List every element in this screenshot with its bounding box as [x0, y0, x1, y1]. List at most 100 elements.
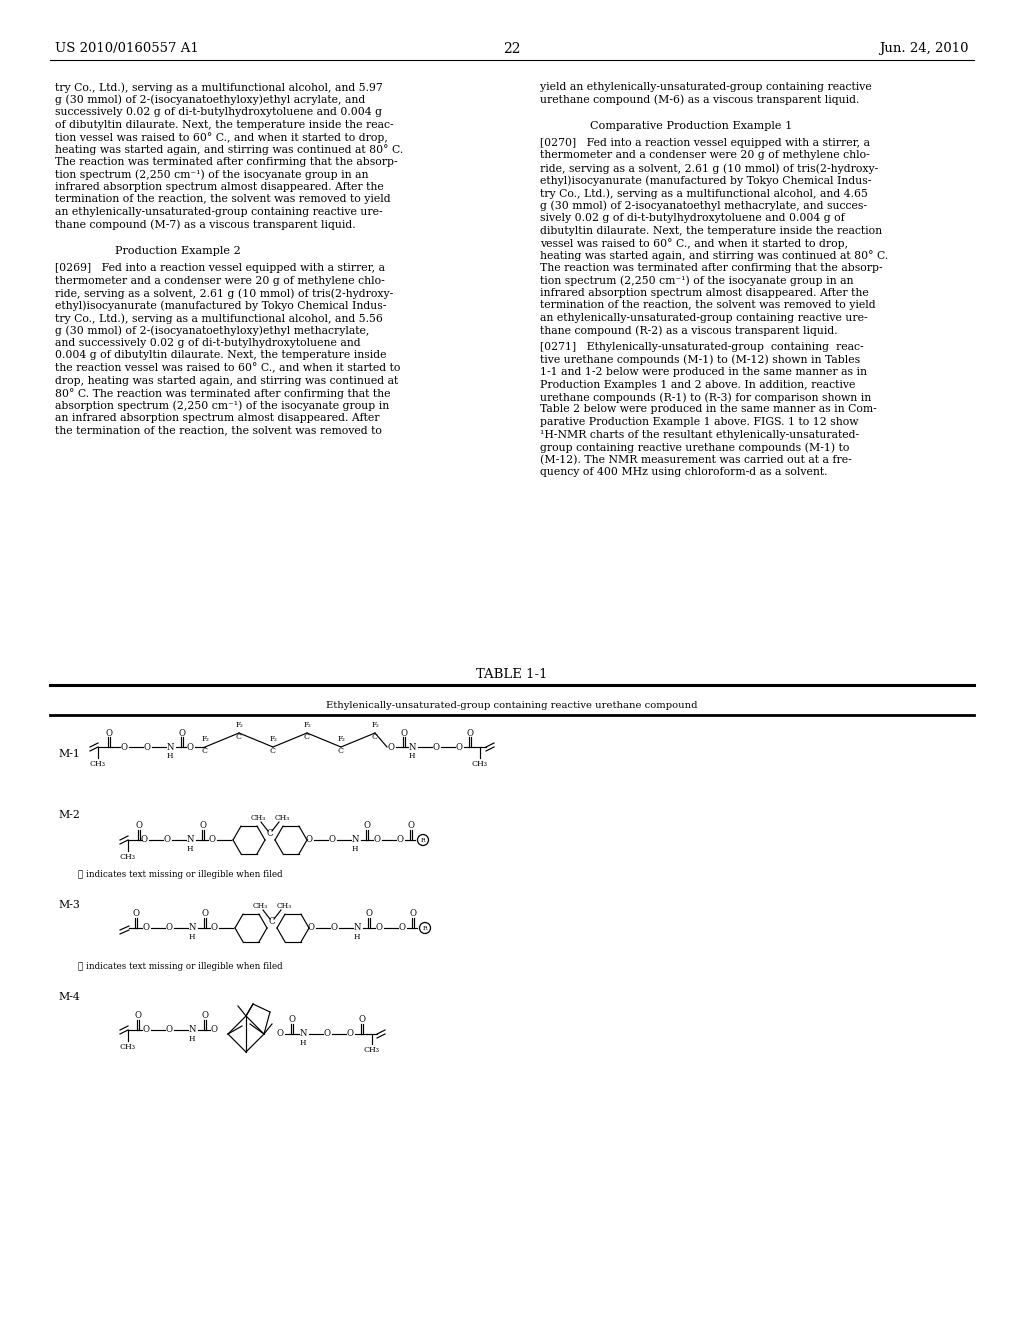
Text: parative Production Example 1 above. FIGS. 1 to 12 show: parative Production Example 1 above. FIG… [540, 417, 858, 426]
Text: termination of the reaction, the solvent was removed to yield: termination of the reaction, the solvent… [540, 301, 876, 310]
Text: drop, heating was started again, and stirring was continued at: drop, heating was started again, and sti… [55, 375, 398, 385]
Text: Table 2 below were produced in the same manner as in Com-: Table 2 below were produced in the same … [540, 404, 877, 414]
Text: g (30 mmol) of 2-(isocyanatoethyloxy)ethyl acrylate, and: g (30 mmol) of 2-(isocyanatoethyloxy)eth… [55, 95, 366, 106]
Text: ethyl)isocyanurate (manufactured by Tokyo Chemical Indus-: ethyl)isocyanurate (manufactured by Toky… [540, 176, 871, 186]
Text: O: O [289, 1015, 296, 1024]
Text: O: O [211, 1026, 217, 1035]
Text: Production Examples 1 and 2 above. In addition, reactive: Production Examples 1 and 2 above. In ad… [540, 380, 855, 389]
Text: yield an ethylenically-unsaturated-group containing reactive: yield an ethylenically-unsaturated-group… [540, 82, 871, 92]
Text: O: O [276, 1030, 284, 1039]
Text: O: O [329, 836, 336, 845]
Text: O: O [135, 821, 142, 830]
Text: O: O [376, 924, 383, 932]
Text: O: O [166, 924, 172, 932]
Text: Ⓜ indicates text missing or illegible when filed: Ⓜ indicates text missing or illegible wh… [78, 962, 283, 972]
Text: O: O [467, 729, 473, 738]
Text: successively 0.02 g of di-t-butylhydroxytoluene and 0.004 g: successively 0.02 g of di-t-butylhydroxy… [55, 107, 382, 117]
Text: try Co., Ltd.), serving as a multifunctional alcohol, and 5.56: try Co., Ltd.), serving as a multifuncti… [55, 313, 383, 323]
Text: C: C [304, 733, 310, 741]
Text: termination of the reaction, the solvent was removed to yield: termination of the reaction, the solvent… [55, 194, 390, 205]
Text: 22: 22 [503, 42, 521, 55]
Text: O: O [387, 742, 394, 751]
Text: TABLE 1-1: TABLE 1-1 [476, 668, 548, 681]
Text: O: O [200, 821, 207, 830]
Text: ethyl)isocyanurate (manufactured by Tokyo Chemical Indus-: ethyl)isocyanurate (manufactured by Toky… [55, 301, 386, 312]
Text: O: O [408, 821, 415, 830]
Text: M-2: M-2 [58, 810, 80, 820]
Text: an ethylenically-unsaturated-group containing reactive ure-: an ethylenically-unsaturated-group conta… [55, 207, 383, 216]
Text: M-1: M-1 [58, 748, 80, 759]
Text: CH₃: CH₃ [120, 853, 136, 861]
Text: tion spectrum (2,250 cm⁻¹) of the isocyanate group in an: tion spectrum (2,250 cm⁻¹) of the isocya… [55, 169, 369, 180]
Text: N: N [351, 836, 358, 845]
Text: Ⓜ indicates text missing or illegible when filed: Ⓜ indicates text missing or illegible wh… [78, 870, 283, 879]
Text: CH₃: CH₃ [90, 760, 106, 768]
Text: O: O [305, 836, 312, 845]
Text: CH₃: CH₃ [472, 760, 488, 768]
Text: try Co., Ltd.), serving as a multifunctional alcohol, and 5.97: try Co., Ltd.), serving as a multifuncti… [55, 82, 383, 92]
Text: g (30 mmol) of 2-(isocyanatoethyloxy)ethyl methacrylate,: g (30 mmol) of 2-(isocyanatoethyloxy)eth… [55, 326, 370, 337]
Text: an ethylenically-unsaturated-group containing reactive ure-: an ethylenically-unsaturated-group conta… [540, 313, 867, 323]
Text: and successively 0.02 g of di-t-butylhydroxytoluene and: and successively 0.02 g of di-t-butylhyd… [55, 338, 360, 348]
Text: vessel was raised to 60° C., and when it started to drop,: vessel was raised to 60° C., and when it… [540, 238, 848, 249]
Text: ride, serving as a solvent, 2.61 g (10 mmol) of tris(2-hydroxy-: ride, serving as a solvent, 2.61 g (10 m… [540, 162, 879, 173]
Text: [0271]   Ethylenically-unsaturated-group  containing  reac-: [0271] Ethylenically-unsaturated-group c… [540, 342, 863, 352]
Text: CH₃: CH₃ [252, 902, 267, 909]
Text: H: H [186, 845, 194, 853]
Text: N: N [299, 1030, 307, 1039]
Text: O: O [396, 836, 403, 845]
Text: The reaction was terminated after confirming that the absorp-: The reaction was terminated after confir… [55, 157, 397, 168]
Text: [0270]   Fed into a reaction vessel equipped with a stirrer, a: [0270] Fed into a reaction vessel equipp… [540, 139, 870, 148]
Text: F₂: F₂ [371, 721, 379, 729]
Text: 80° C. The reaction was terminated after confirming that the: 80° C. The reaction was terminated after… [55, 388, 390, 399]
Text: N: N [166, 742, 174, 751]
Text: C: C [372, 733, 378, 741]
Text: O: O [456, 742, 463, 751]
Text: O: O [400, 729, 408, 738]
Text: Jun. 24, 2010: Jun. 24, 2010 [880, 42, 969, 55]
Text: F₂: F₂ [303, 721, 311, 729]
Text: O: O [202, 909, 209, 919]
Text: urethane compounds (R-1) to (R-3) for comparison shown in: urethane compounds (R-1) to (R-3) for co… [540, 392, 871, 403]
Text: F₂: F₂ [269, 735, 276, 743]
Text: C: C [202, 747, 208, 755]
Text: heating was started again, and stirring was continued at 80° C.: heating was started again, and stirring … [540, 251, 888, 261]
Text: quency of 400 MHz using chloroform-d as a solvent.: quency of 400 MHz using chloroform-d as … [540, 467, 827, 477]
Text: group containing reactive urethane compounds (M-1) to: group containing reactive urethane compo… [540, 442, 849, 453]
Text: N: N [409, 742, 416, 751]
Text: F₂: F₂ [201, 735, 209, 743]
Text: Ethylenically-unsaturated-group containing reactive urethane compound: Ethylenically-unsaturated-group containi… [327, 701, 697, 710]
Text: ride, serving as a solvent, 2.61 g (10 mmol) of tris(2-hydroxy-: ride, serving as a solvent, 2.61 g (10 m… [55, 288, 393, 298]
Text: N: N [188, 1026, 196, 1035]
Text: M-4: M-4 [58, 993, 80, 1002]
Text: infrared absorption spectrum almost disappeared. After the: infrared absorption spectrum almost disa… [540, 288, 868, 298]
Text: N: N [353, 924, 360, 932]
Text: O: O [398, 924, 406, 932]
Text: CH₃: CH₃ [364, 1045, 380, 1053]
Text: the termination of the reaction, the solvent was removed to: the termination of the reaction, the sol… [55, 425, 382, 436]
Text: H: H [167, 752, 173, 760]
Text: N: N [188, 924, 196, 932]
Text: 0.004 g of dibutyltin dilaurate. Next, the temperature inside: 0.004 g of dibutyltin dilaurate. Next, t… [55, 351, 386, 360]
Text: CH₃: CH₃ [276, 902, 292, 909]
Text: O: O [202, 1011, 209, 1020]
Text: urethane compound (M-6) as a viscous transparent liquid.: urethane compound (M-6) as a viscous tra… [540, 95, 859, 106]
Text: O: O [209, 836, 215, 845]
Text: thermometer and a condenser were 20 g of methylene chlo-: thermometer and a condenser were 20 g of… [540, 150, 869, 161]
Text: O: O [134, 1011, 141, 1020]
Text: dibutyltin dilaurate. Next, the temperature inside the reaction: dibutyltin dilaurate. Next, the temperat… [540, 226, 882, 235]
Text: tive urethane compounds (M-1) to (M-12) shown in Tables: tive urethane compounds (M-1) to (M-12) … [540, 355, 860, 366]
Text: C: C [268, 917, 275, 927]
Text: C: C [270, 747, 276, 755]
Text: R: R [421, 837, 425, 842]
Text: thane compound (M-7) as a viscous transparent liquid.: thane compound (M-7) as a viscous transp… [55, 219, 355, 230]
Text: H: H [188, 1035, 196, 1043]
Text: O: O [142, 924, 150, 932]
Text: g (30 mmol) of 2-isocyanatoethyl methacrylate, and succes-: g (30 mmol) of 2-isocyanatoethyl methacr… [540, 201, 867, 211]
Text: heating was started again, and stirring was continued at 80° C.: heating was started again, and stirring … [55, 144, 403, 156]
Text: thane compound (R-2) as a viscous transparent liquid.: thane compound (R-2) as a viscous transp… [540, 326, 838, 337]
Text: O: O [105, 729, 113, 738]
Text: H: H [300, 1039, 306, 1047]
Text: CH₃: CH₃ [251, 814, 265, 822]
Text: H: H [353, 933, 360, 941]
